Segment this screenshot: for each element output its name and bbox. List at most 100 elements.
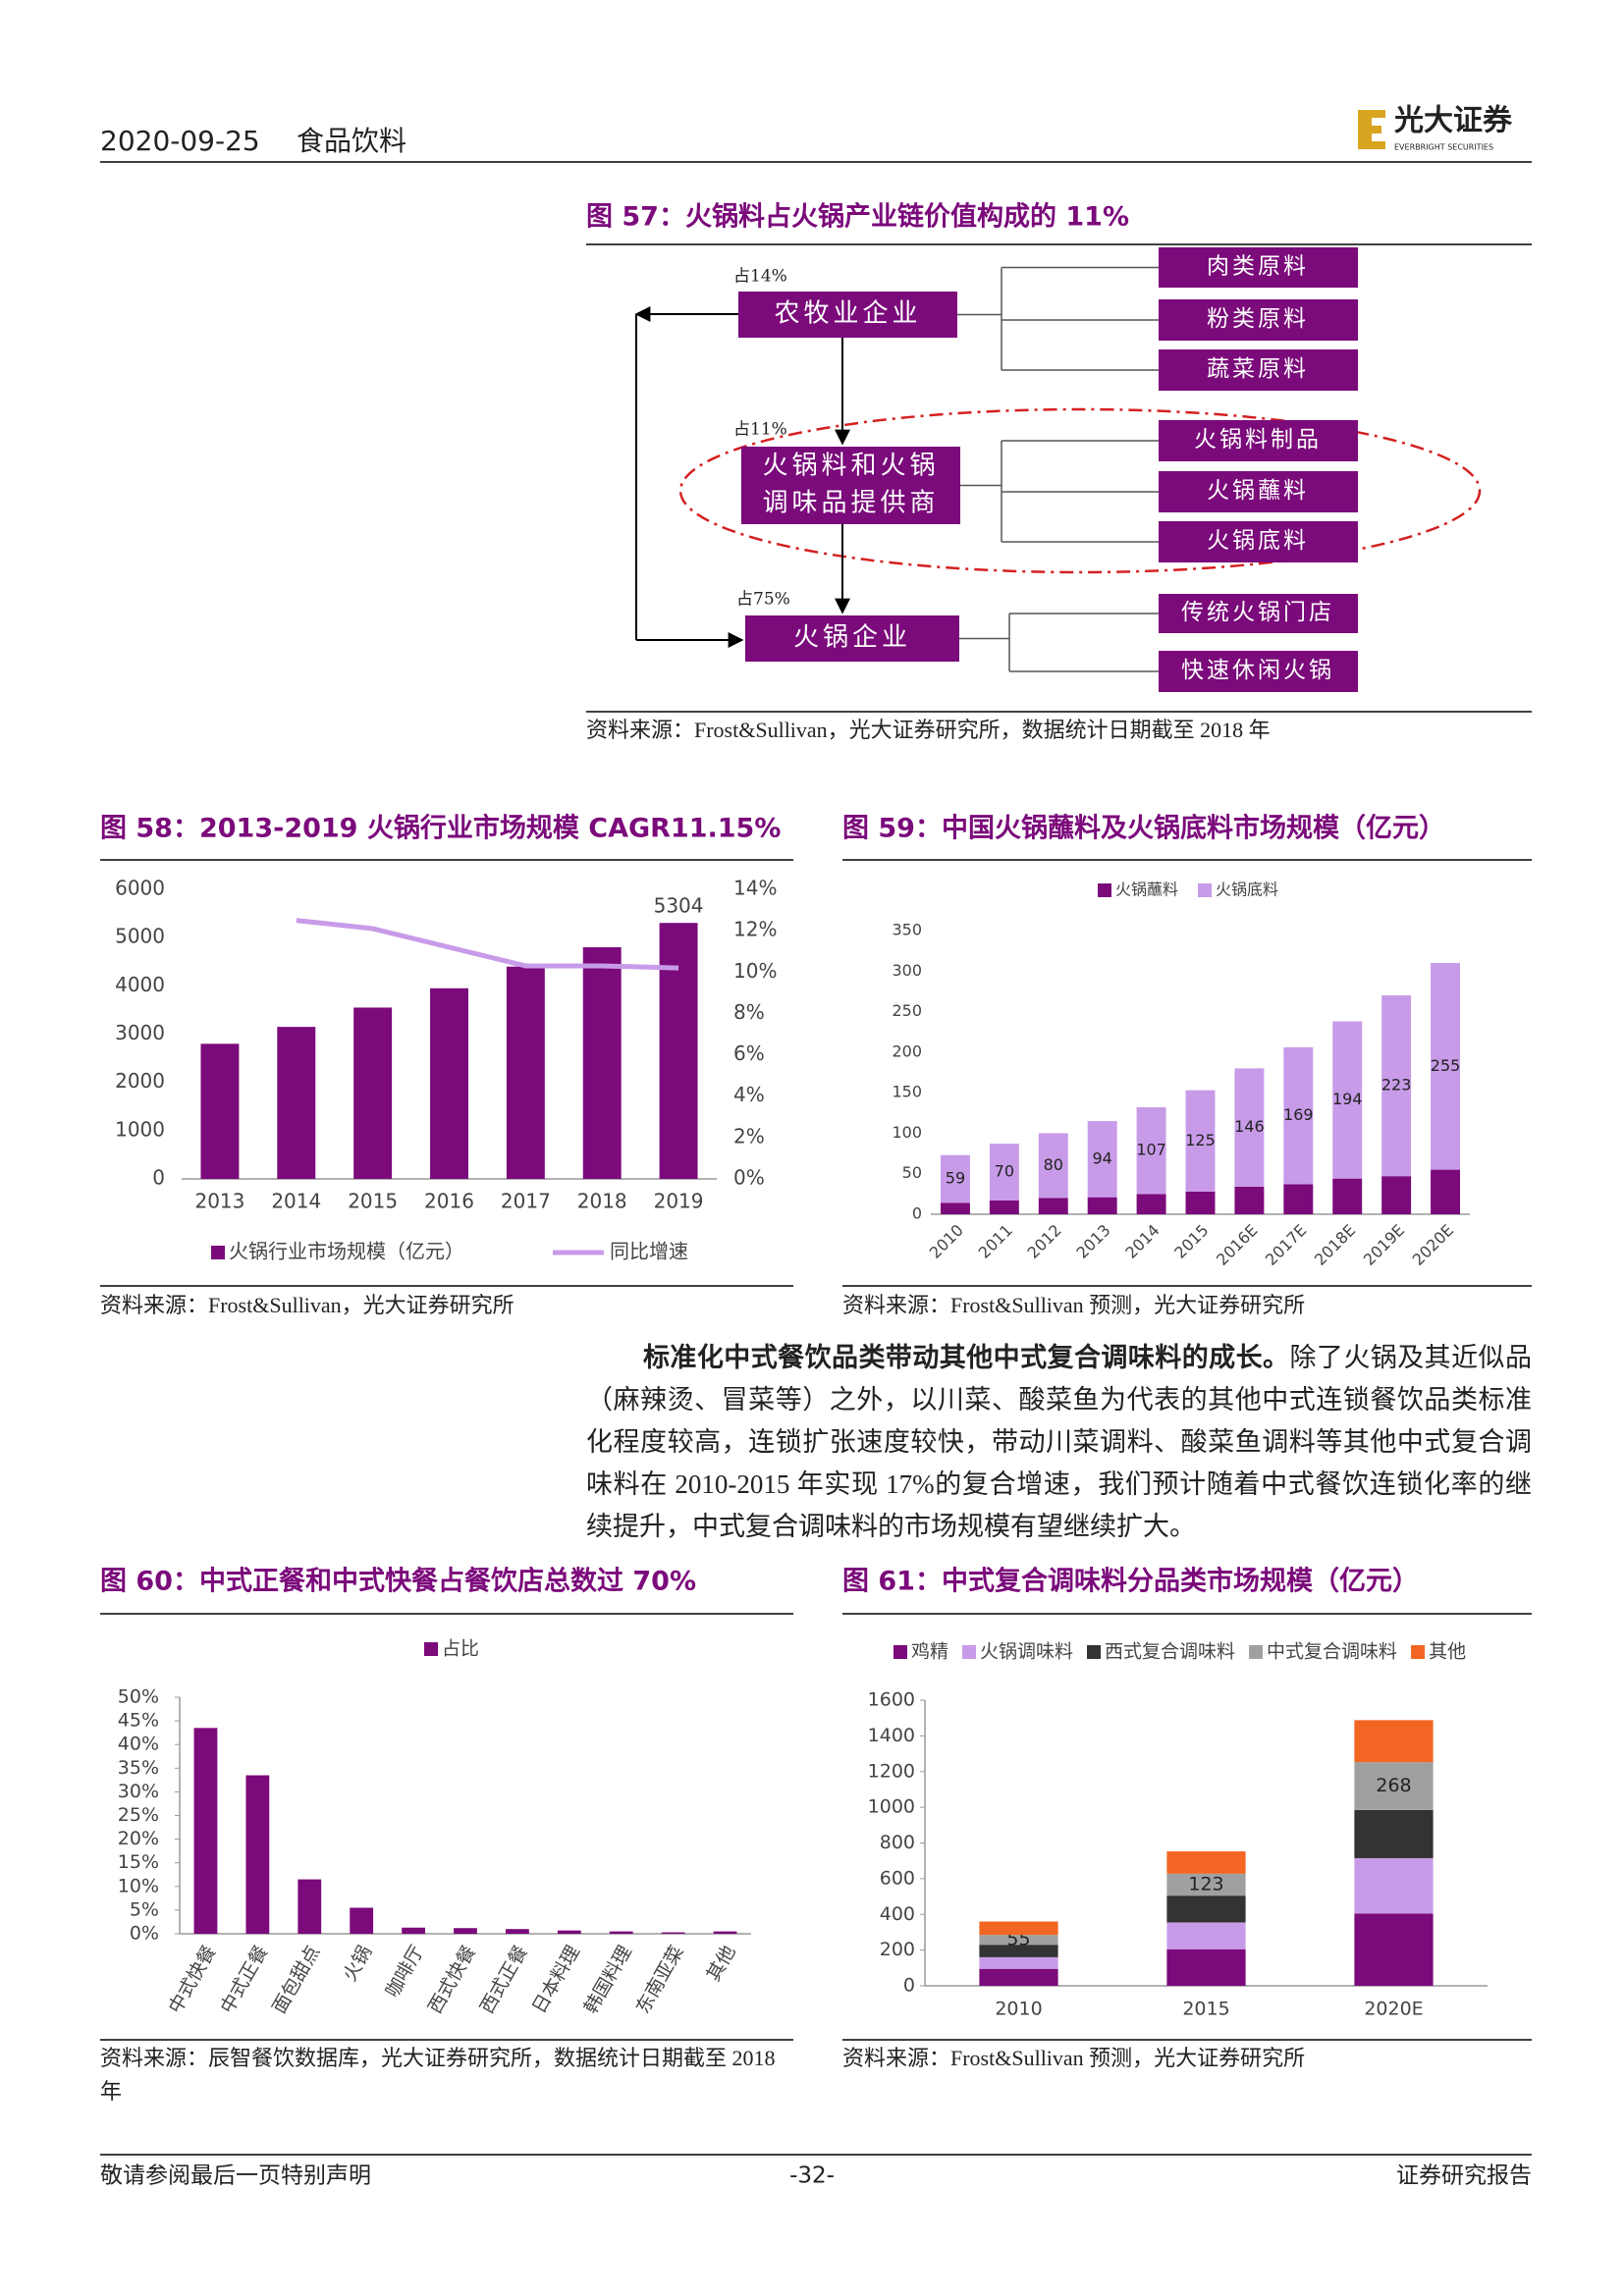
legend-marker	[1198, 883, 1213, 897]
x-tick-label: 2013	[1072, 1221, 1113, 1262]
paragraph-body: 除了火锅及其近似品（麻辣烫、冒菜等）之外，以川菜、酸菜鱼为代表的其他中式连锁餐饮…	[586, 1343, 1532, 1541]
x-tick-label: 2015	[348, 1190, 398, 1213]
y-tick-label: 10%	[118, 1875, 159, 1896]
bar-segment	[1381, 995, 1412, 1177]
y-tick-label: 5%	[130, 1898, 159, 1920]
item-box	[1159, 420, 1358, 461]
value-label: 125	[1185, 1131, 1216, 1149]
bar	[430, 988, 468, 1179]
bar-segment	[1354, 1762, 1434, 1810]
x-tick-label: 西式正餐	[476, 1942, 532, 2017]
header-date: 2020-09-25	[100, 125, 260, 157]
bar	[277, 1027, 316, 1179]
bar-segment	[979, 1956, 1058, 1969]
bar-segment	[1166, 1873, 1246, 1896]
node-box	[738, 292, 957, 338]
legend-label: 鸡精	[911, 1641, 948, 1663]
x-tick-label: 咖啡厅	[382, 1942, 429, 2001]
y2-tick-label: 2%	[733, 1124, 765, 1148]
chart-title: 图 58：2013-2019 火锅行业市场规模 CAGR11.15%	[100, 813, 781, 844]
value-label: 223	[1381, 1076, 1412, 1095]
y-tick-label: 150	[892, 1083, 922, 1101]
node-box	[745, 615, 959, 662]
bar-segment	[1185, 1191, 1216, 1214]
legend-marker	[424, 1642, 438, 1656]
bar	[298, 1879, 322, 1934]
logo-mark	[1372, 141, 1385, 149]
y-tick-label: 50%	[118, 1686, 159, 1708]
y-tick-label: 250	[892, 1001, 922, 1020]
y-tick-label: 6000	[115, 877, 165, 900]
highlight-ellipse	[678, 407, 1482, 574]
value-label: 194	[1332, 1090, 1363, 1108]
y-tick-label: 1600	[868, 1689, 915, 1711]
logo-mark	[1358, 110, 1372, 149]
y2-tick-label: 8%	[733, 1000, 765, 1024]
item-box	[1159, 299, 1358, 341]
y2-tick-label: 4%	[733, 1083, 765, 1106]
bar-segment	[1166, 1851, 1246, 1874]
item-label: 火锅蘸料	[1207, 478, 1309, 504]
value-label: 146	[1234, 1117, 1265, 1136]
x-tick-label: 2019	[654, 1190, 704, 1213]
bar-segment	[1431, 1169, 1461, 1214]
x-tick-label: 面包甜点	[268, 1942, 324, 2017]
node-label: 农牧业企业	[774, 299, 921, 329]
value-label: 255	[1431, 1056, 1461, 1075]
value-label: 169	[1283, 1105, 1314, 1124]
bar	[659, 923, 698, 1179]
bar-segment	[1136, 1194, 1166, 1214]
y-tick-label: 0	[912, 1204, 922, 1223]
bar-segment	[1332, 1021, 1363, 1179]
bar	[245, 1775, 270, 1934]
item-label: 火锅底料	[1207, 528, 1309, 554]
bar-segment	[940, 1154, 970, 1203]
legend-label: 火锅调味料	[980, 1641, 1073, 1663]
legend-marker	[962, 1645, 977, 1659]
value-label: 5304	[654, 894, 704, 918]
x-tick-label: 2018E	[1311, 1221, 1359, 1269]
bar-segment	[1087, 1197, 1117, 1214]
logo-mark	[1372, 110, 1385, 118]
y-tick-label: 1000	[868, 1796, 915, 1818]
legend-label: 火锅蘸料	[1115, 881, 1178, 899]
legend-label: 火锅行业市场规模（亿元）	[229, 1240, 464, 1263]
legend-marker	[1098, 883, 1111, 897]
item-label: 传统火锅门店	[1181, 600, 1334, 625]
node-share: 占14%	[733, 267, 787, 287]
bar-segment	[1234, 1068, 1265, 1187]
x-tick-label: 2011	[975, 1221, 1016, 1262]
value-label: 70	[995, 1162, 1014, 1181]
legend-marker	[1087, 1645, 1102, 1659]
value-label: 94	[1093, 1148, 1112, 1167]
logo-mark	[1372, 126, 1381, 133]
y-tick-label: 3000	[115, 1021, 165, 1044]
legend-label: 占比	[442, 1638, 479, 1660]
legend-marker	[1249, 1645, 1264, 1659]
item-box	[1159, 521, 1358, 562]
bar	[454, 1928, 477, 1934]
value-label: 80	[1044, 1155, 1063, 1174]
bar-segment	[1354, 1809, 1434, 1858]
value-label: 123	[1188, 1873, 1223, 1895]
y-tick-label: 1200	[868, 1760, 915, 1782]
x-tick-label: 2014	[1121, 1221, 1163, 1262]
y-tick-label: 800	[880, 1832, 915, 1853]
chart-source: 资料来源：Frost&Sullivan 预测，光大证券研究所	[842, 1293, 1306, 1317]
x-tick-label: 2016E	[1213, 1221, 1261, 1269]
value-label: 59	[946, 1169, 965, 1188]
bar-segment	[1038, 1198, 1068, 1214]
bar-segment	[1381, 1176, 1412, 1214]
bar	[582, 947, 622, 1179]
node-share: 占11%	[733, 420, 787, 440]
bar-segment	[979, 1935, 1058, 1946]
bar-segment	[1166, 1922, 1246, 1949]
bar-segment	[1038, 1133, 1068, 1199]
y2-tick-label: 14%	[733, 877, 777, 900]
bar	[200, 1043, 240, 1179]
y-tick-label: 300	[892, 961, 922, 980]
x-tick-label: 日本料理	[528, 1942, 584, 2017]
y-tick-label: 0	[903, 1975, 915, 1997]
x-tick-label: 中式正餐	[216, 1942, 272, 2017]
